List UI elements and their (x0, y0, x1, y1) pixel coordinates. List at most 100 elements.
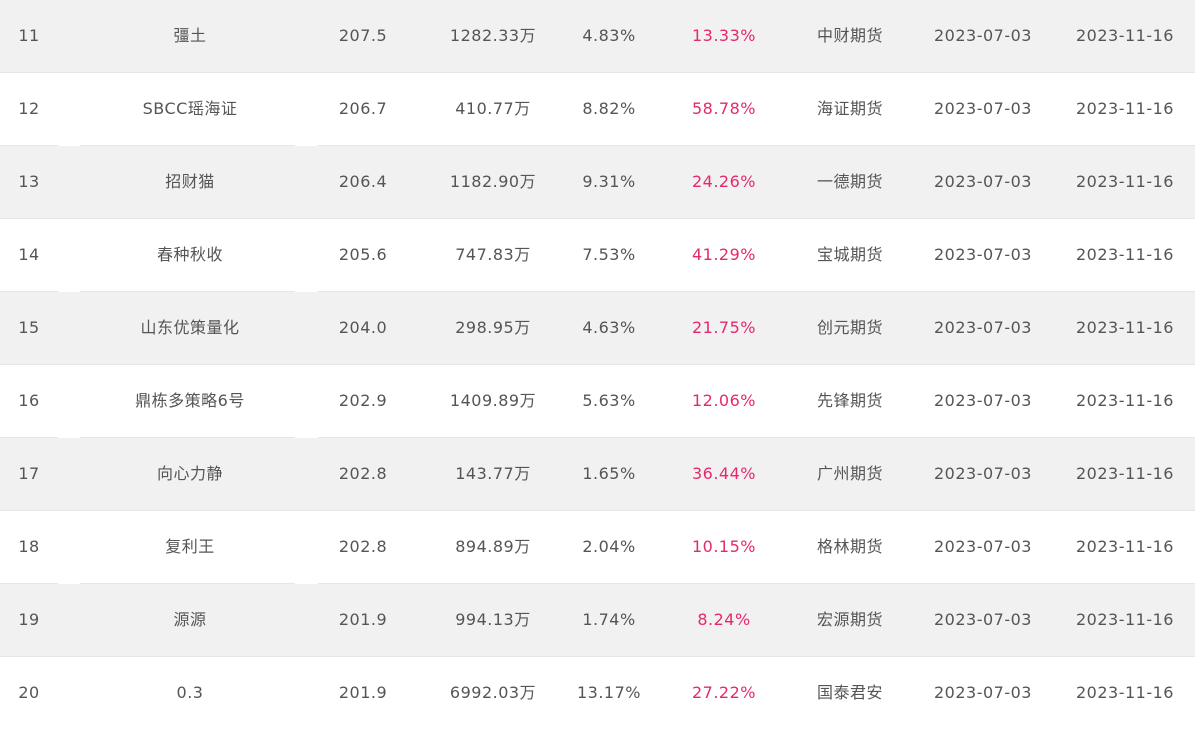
score-cell: 204.0 (338, 318, 388, 337)
score-cell: 206.7 (338, 99, 388, 118)
end-date-cell: 2023-11-16 (1076, 172, 1174, 191)
start-date-cell: 2023-07-03 (934, 245, 1032, 264)
rank-cell: 16 (18, 391, 40, 410)
table-row[interactable]: 14 春种秋收 205.6 747.83万 7.53% 41.29% 宝城期货 … (0, 219, 1195, 292)
return-cell: 13.17% (576, 683, 641, 702)
row-divider-gap (58, 291, 80, 292)
equity-cell: 410.77万 (455, 99, 531, 118)
drawdown-cell: 8.24% (697, 610, 751, 629)
drawdown-cell: 12.06% (691, 391, 756, 410)
equity-cell: 6992.03万 (449, 683, 537, 702)
equity-cell: 298.95万 (455, 318, 531, 337)
start-date-cell: 2023-07-03 (934, 610, 1032, 629)
start-date-cell: 2023-07-03 (934, 99, 1032, 118)
score-cell: 207.5 (338, 26, 388, 45)
rank-cell: 11 (18, 26, 40, 45)
rank-cell: 18 (18, 537, 40, 556)
broker-cell: 一德期货 (816, 172, 883, 191)
equity-cell: 1282.33万 (449, 26, 537, 45)
row-divider-gap (295, 583, 318, 584)
rank-cell: 13 (18, 172, 40, 191)
broker-cell: 先锋期货 (816, 391, 883, 410)
table-row[interactable]: 11 彊土 207.5 1282.33万 4.83% 13.33% 中财期货 2… (0, 0, 1195, 73)
drawdown-cell: 41.29% (691, 245, 756, 264)
account-name-cell[interactable]: 源源 (173, 610, 207, 629)
end-date-cell: 2023-11-16 (1076, 683, 1174, 702)
account-name-cell[interactable]: 彊土 (173, 26, 207, 45)
score-cell: 201.9 (338, 610, 388, 629)
return-cell: 9.31% (582, 172, 636, 191)
return-cell: 2.04% (582, 537, 636, 556)
broker-cell: 创元期货 (816, 318, 883, 337)
account-name-cell[interactable]: 鼎栋多策略6号 (135, 391, 245, 410)
broker-cell: 宏源期货 (816, 610, 883, 629)
equity-cell: 747.83万 (455, 245, 531, 264)
start-date-cell: 2023-07-03 (934, 26, 1032, 45)
drawdown-cell: 10.15% (691, 537, 756, 556)
row-divider-gap (58, 437, 80, 438)
account-name-cell[interactable]: 向心力静 (156, 464, 223, 483)
broker-cell: 格林期货 (816, 537, 883, 556)
score-cell: 202.8 (338, 464, 388, 483)
table-row[interactable]: 20 0.3 201.9 6992.03万 13.17% 27.22% 国泰君安… (0, 657, 1195, 729)
equity-cell: 1409.89万 (449, 391, 537, 410)
start-date-cell: 2023-07-03 (934, 464, 1032, 483)
return-cell: 4.83% (582, 26, 636, 45)
start-date-cell: 2023-07-03 (934, 391, 1032, 410)
rank-cell: 17 (18, 464, 40, 483)
rank-cell: 15 (18, 318, 40, 337)
end-date-cell: 2023-11-16 (1076, 26, 1174, 45)
return-cell: 1.65% (582, 464, 636, 483)
return-cell: 8.82% (582, 99, 636, 118)
table-row[interactable]: 12 SBCC瑶海证 206.7 410.77万 8.82% 58.78% 海证… (0, 73, 1195, 146)
score-cell: 205.6 (338, 245, 388, 264)
end-date-cell: 2023-11-16 (1076, 464, 1174, 483)
broker-cell: 国泰君安 (816, 683, 883, 702)
equity-cell: 994.13万 (455, 610, 531, 629)
end-date-cell: 2023-11-16 (1076, 99, 1174, 118)
account-name-cell[interactable]: 山东优策量化 (140, 318, 240, 337)
score-cell: 206.4 (338, 172, 388, 191)
broker-cell: 宝城期货 (816, 245, 883, 264)
table-row[interactable]: 17 向心力静 202.8 143.77万 1.65% 36.44% 广州期货 … (0, 438, 1195, 511)
account-name-cell[interactable]: 复利王 (165, 537, 215, 556)
rank-cell: 12 (18, 99, 40, 118)
drawdown-cell: 27.22% (691, 683, 756, 702)
return-cell: 4.63% (582, 318, 636, 337)
drawdown-cell: 58.78% (691, 99, 756, 118)
drawdown-cell: 21.75% (691, 318, 756, 337)
return-cell: 7.53% (582, 245, 636, 264)
rank-cell: 19 (18, 610, 40, 629)
table-row[interactable]: 15 山东优策量化 204.0 298.95万 4.63% 21.75% 创元期… (0, 292, 1195, 365)
drawdown-cell: 13.33% (691, 26, 756, 45)
row-divider-gap (295, 291, 318, 292)
broker-cell: 广州期货 (816, 464, 883, 483)
start-date-cell: 2023-07-03 (934, 683, 1032, 702)
return-cell: 1.74% (582, 610, 636, 629)
score-cell: 201.9 (338, 683, 388, 702)
table-row[interactable]: 18 复利王 202.8 894.89万 2.04% 10.15% 格林期货 2… (0, 511, 1195, 584)
end-date-cell: 2023-11-16 (1076, 391, 1174, 410)
row-divider-gap (58, 583, 80, 584)
end-date-cell: 2023-11-16 (1076, 610, 1174, 629)
account-name-cell[interactable]: 春种秋收 (156, 245, 223, 264)
table-row[interactable]: 16 鼎栋多策略6号 202.9 1409.89万 5.63% 12.06% 先… (0, 365, 1195, 438)
rank-cell: 14 (18, 245, 40, 264)
score-cell: 202.9 (338, 391, 388, 410)
end-date-cell: 2023-11-16 (1076, 537, 1174, 556)
table-row[interactable]: 19 源源 201.9 994.13万 1.74% 8.24% 宏源期货 202… (0, 584, 1195, 657)
score-cell: 202.8 (338, 537, 388, 556)
end-date-cell: 2023-11-16 (1076, 245, 1174, 264)
table-row[interactable]: 13 招财猫 206.4 1182.90万 9.31% 24.26% 一德期货 … (0, 146, 1195, 219)
account-name-cell[interactable]: 招财猫 (165, 172, 215, 191)
start-date-cell: 2023-07-03 (934, 172, 1032, 191)
return-cell: 5.63% (582, 391, 636, 410)
account-name-cell[interactable]: SBCC瑶海证 (142, 99, 238, 118)
end-date-cell: 2023-11-16 (1076, 318, 1174, 337)
start-date-cell: 2023-07-03 (934, 537, 1032, 556)
broker-cell: 海证期货 (816, 99, 883, 118)
drawdown-cell: 24.26% (691, 172, 756, 191)
rank-cell: 20 (18, 683, 40, 702)
account-name-cell[interactable]: 0.3 (176, 683, 204, 702)
